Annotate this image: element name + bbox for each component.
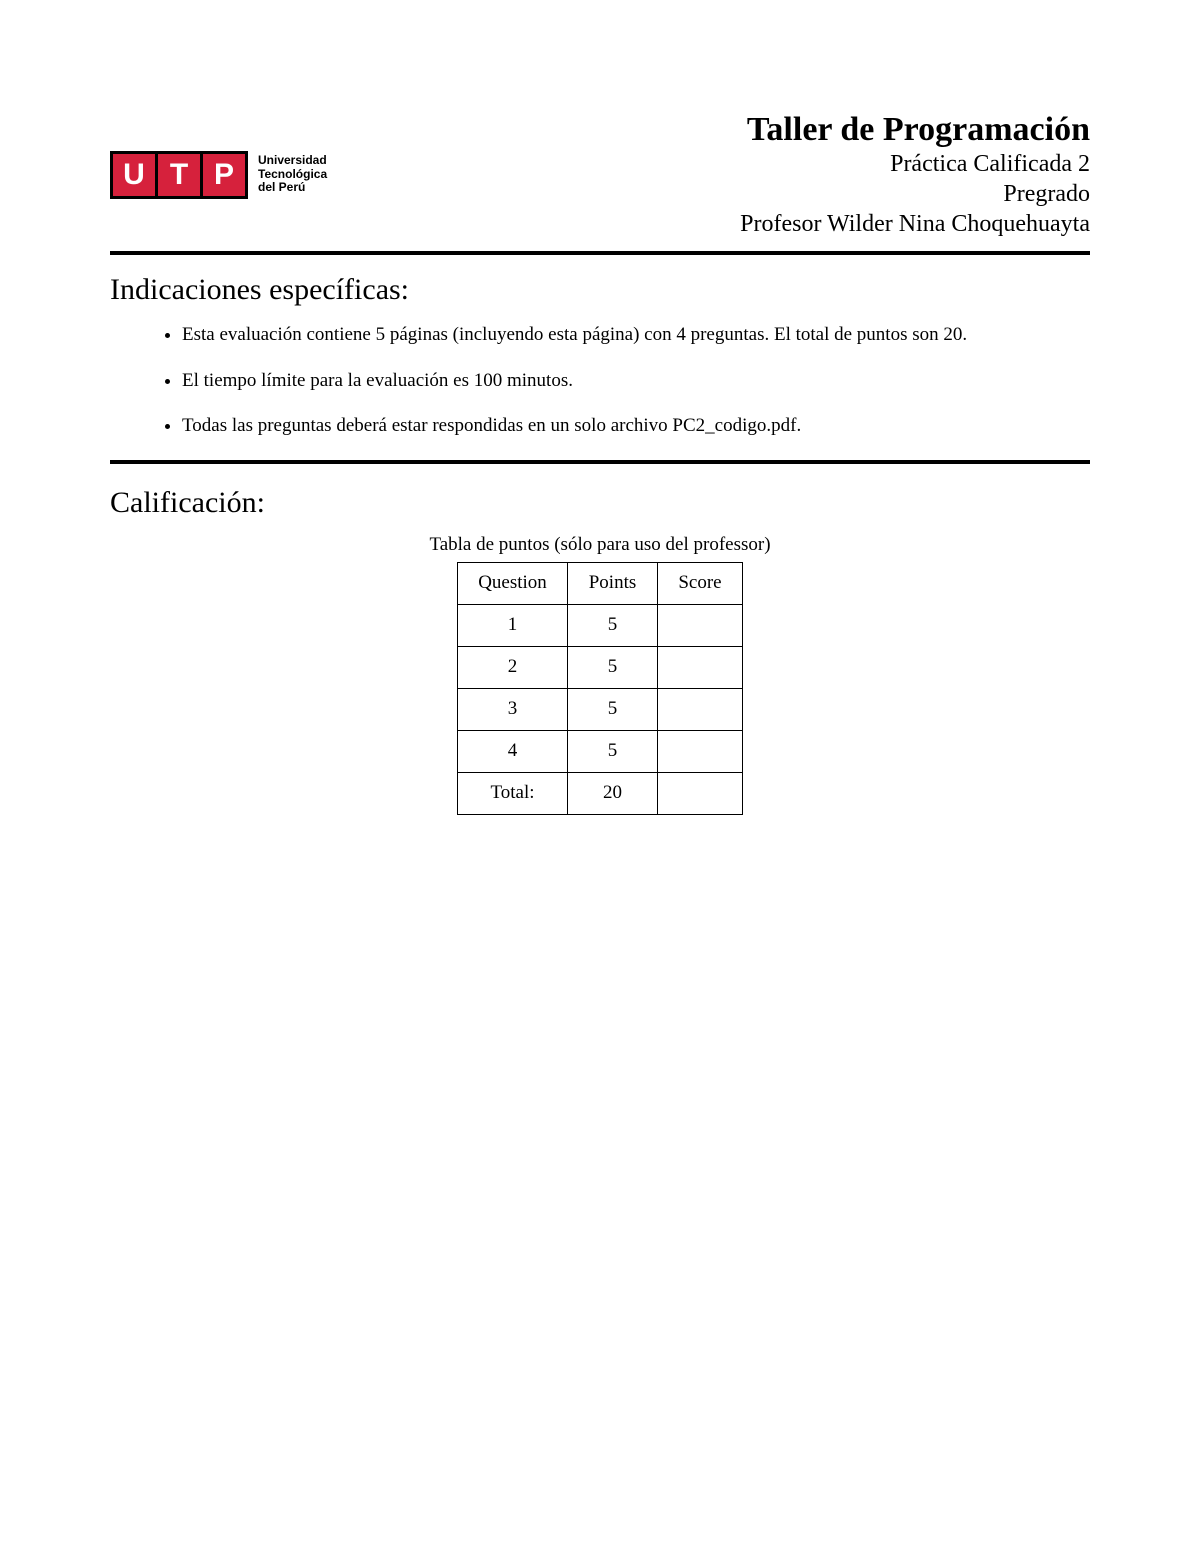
cell-total-score	[658, 772, 743, 814]
cell-score	[658, 688, 743, 730]
score-table: Question Points Score 1 5 2 5 3 5 4 5 To…	[457, 562, 743, 815]
title-block: Taller de Programación Práctica Califica…	[740, 110, 1090, 239]
logo-letter-u: U	[113, 154, 155, 196]
table-row: 4 5	[458, 730, 743, 772]
cell-score	[658, 646, 743, 688]
indicacion-item: El tiempo límite para la evaluación es 1…	[182, 367, 1030, 395]
cell-question: 3	[458, 688, 568, 730]
header-rule	[110, 251, 1090, 255]
program-level: Pregrado	[740, 179, 1090, 209]
logo-mark: U T P	[110, 151, 248, 199]
indicacion-item: Todas las preguntas deberá estar respond…	[182, 412, 1030, 440]
cell-total-points: 20	[568, 772, 658, 814]
table-total-row: Total: 20	[458, 772, 743, 814]
course-title: Taller de Programación	[740, 110, 1090, 149]
cell-question: 2	[458, 646, 568, 688]
indicacion-item: Esta evaluación contiene 5 páginas (incl…	[182, 321, 1030, 349]
col-score: Score	[658, 562, 743, 604]
logo-text-line2: Tecnológica	[258, 168, 327, 182]
cell-score	[658, 730, 743, 772]
cell-score	[658, 604, 743, 646]
table-row: 2 5	[458, 646, 743, 688]
section-rule	[110, 460, 1090, 464]
table-header-row: Question Points Score	[458, 562, 743, 604]
score-table-caption: Tabla de puntos (sólo para uso del profe…	[110, 534, 1090, 556]
table-row: 3 5	[458, 688, 743, 730]
indicaciones-list: Esta evaluación contiene 5 páginas (incl…	[170, 321, 1030, 440]
col-points: Points	[568, 562, 658, 604]
exam-name: Práctica Calificada 2	[740, 149, 1090, 179]
indicaciones-heading: Indicaciones específicas:	[110, 273, 1090, 307]
cell-points: 5	[568, 688, 658, 730]
logo-letter-p: P	[203, 154, 245, 196]
col-question: Question	[458, 562, 568, 604]
table-row: 1 5	[458, 604, 743, 646]
logo-text-line1: Universidad	[258, 154, 327, 168]
calificacion-heading: Calificación:	[110, 486, 1090, 520]
cell-points: 5	[568, 730, 658, 772]
document-header: U T P Universidad Tecnológica del Perú T…	[110, 110, 1090, 239]
logo-text: Universidad Tecnológica del Perú	[258, 154, 327, 195]
cell-points: 5	[568, 604, 658, 646]
cell-question: 4	[458, 730, 568, 772]
cell-points: 5	[568, 646, 658, 688]
cell-question: 1	[458, 604, 568, 646]
cell-total-label: Total:	[458, 772, 568, 814]
institution-logo: U T P Universidad Tecnológica del Perú	[110, 151, 327, 199]
logo-letter-t: T	[158, 154, 200, 196]
logo-text-line3: del Perú	[258, 181, 327, 195]
professor-name: Profesor Wilder Nina Choquehuayta	[740, 209, 1090, 239]
